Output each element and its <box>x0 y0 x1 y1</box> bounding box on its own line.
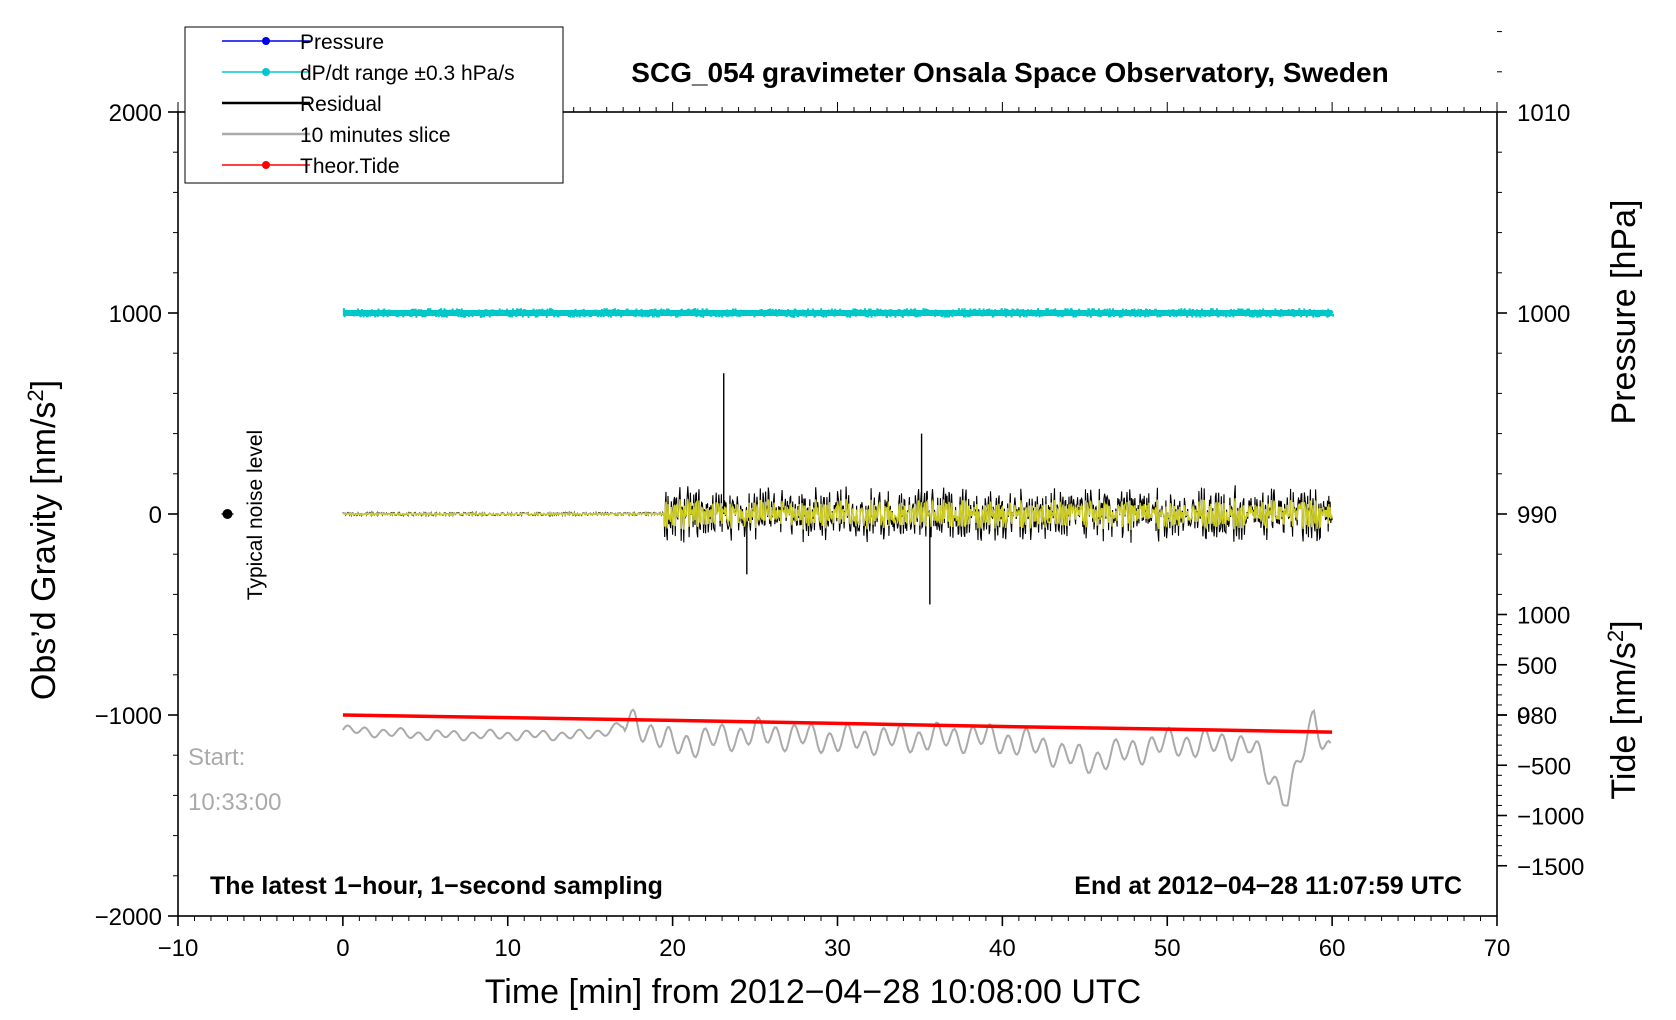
series-layer <box>221 308 1335 807</box>
y-tick-label: 1000 <box>109 301 162 328</box>
x-tick-label: 30 <box>824 935 851 962</box>
y-axis-label-tide-text: Tide [nm/s <box>1605 642 1643 799</box>
x-tick-label: 60 <box>1319 935 1346 962</box>
legend-box <box>184 26 564 184</box>
x-tick-label: 0 <box>336 935 349 962</box>
y-axis-label-tide: Tide [nm/s2] <box>1603 620 1643 799</box>
y-axis-label-tide-close: ] <box>1605 620 1643 629</box>
y-axis-label-pressure: Pressure [hPa] <box>1605 200 1643 425</box>
x-tick-label: 10 <box>494 935 521 962</box>
x-tick-label: 40 <box>989 935 1016 962</box>
start-label: Start: <box>188 744 245 771</box>
pressure-tick-label: 1010 <box>1517 100 1570 127</box>
y-axis-label-left-text: Obs’d Gravity [nm/s <box>25 402 63 701</box>
tide-tick-label: 0 <box>1517 703 1530 730</box>
legend: Pressure dP/dt range ±0.3 hPa/s Residual 10… <box>184 26 564 184</box>
chart-title: SCG_054 gravimeter Onsala Space Observat… <box>631 57 1388 88</box>
y-tick-label: 0 <box>149 502 162 529</box>
tide-tick-label: −1000 <box>1517 804 1584 831</box>
tide-line <box>342 713 1333 734</box>
x-tick-label: 50 <box>1154 935 1181 962</box>
dpdt-points <box>342 308 1335 318</box>
legend-label: 10 minutes slice <box>300 124 451 147</box>
legend-marker <box>262 37 270 45</box>
legend-label: dP/dt range ±0.3 hPa/s <box>300 62 515 85</box>
tide-tick-label: −1500 <box>1517 854 1584 881</box>
x-tick-label: 20 <box>659 935 686 962</box>
legend-label: Pressure <box>300 31 384 54</box>
y-axis-label-left-close: ] <box>25 380 63 389</box>
y-axis-label-tide-sup: 2 <box>1603 630 1628 642</box>
legend-label: Residual <box>300 93 382 116</box>
start-time-label: 10:33:00 <box>188 789 281 816</box>
end-time-note: End at 2012−04−28 11:07:59 UTC <box>1074 872 1462 900</box>
noise-marker <box>222 509 233 519</box>
y-tick-label: −1000 <box>95 703 162 730</box>
pressure-tick-label: 980 <box>1517 703 1557 730</box>
x-tick-label: −10 <box>158 935 199 962</box>
tide-tick-label: 1000 <box>1517 603 1570 630</box>
legend-marker <box>262 68 270 76</box>
y-tick-label: 2000 <box>109 100 162 127</box>
y-axis-label-left: Obs’d Gravity [nm/s2] <box>23 380 63 700</box>
y-axis-label-left-sup: 2 <box>23 389 48 401</box>
slice-line <box>342 708 1332 807</box>
pressure-tick-label: 1000 <box>1517 301 1570 328</box>
tide-tick-label: 500 <box>1517 653 1557 680</box>
pressure-tick-label: 990 <box>1517 502 1557 529</box>
legend-marker <box>262 161 270 169</box>
y-tick-label: −2000 <box>95 904 162 931</box>
noise-level-label: Typical noise level <box>244 430 267 600</box>
tide-tick-label: −500 <box>1517 753 1571 780</box>
legend-label: Theor.Tide <box>300 155 400 178</box>
x-axis-label: Time [min] from 2012−04−28 10:08:00 UTC <box>485 973 1141 1011</box>
x-tick-label: 70 <box>1484 935 1511 962</box>
sampling-note: The latest 1−hour, 1−second sampling <box>210 872 663 900</box>
residual-smoothed-line <box>342 498 1333 530</box>
